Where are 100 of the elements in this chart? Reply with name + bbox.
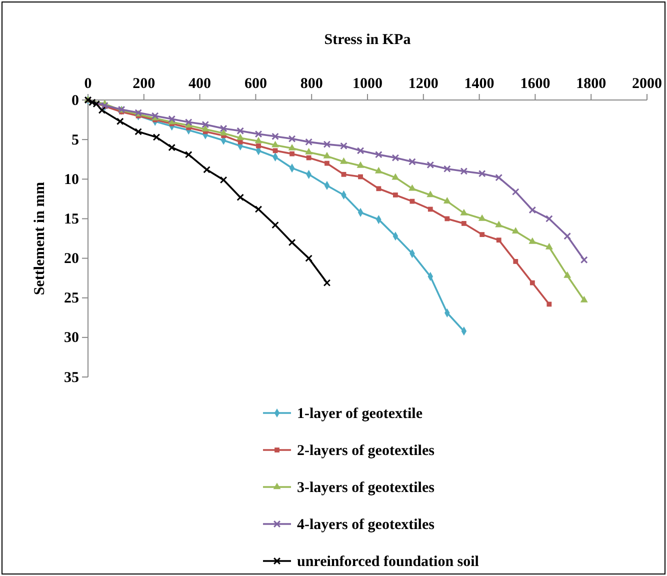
point — [306, 155, 312, 160]
point — [305, 148, 313, 154]
point — [202, 120, 210, 128]
point — [392, 173, 400, 180]
point — [356, 146, 364, 154]
point — [495, 220, 503, 228]
point — [254, 206, 262, 213]
point — [272, 140, 279, 148]
point — [356, 161, 364, 168]
point — [580, 296, 588, 302]
x-tick-label: 0 — [84, 76, 92, 92]
legend-label: 2-layers of geotextiles — [297, 443, 435, 459]
x-tick-label: 2000 — [632, 76, 662, 92]
point — [272, 132, 279, 140]
point — [564, 232, 572, 240]
point — [443, 165, 451, 173]
x-tick-label: 200 — [132, 76, 156, 92]
point — [408, 184, 416, 191]
y-tick-label: 35 — [64, 370, 79, 386]
point — [528, 237, 536, 244]
point — [408, 158, 416, 166]
point — [272, 148, 278, 154]
legend-label: unreinforced foundation soil — [297, 554, 479, 570]
point — [236, 127, 244, 135]
point — [202, 124, 210, 132]
y-tick-label: 0 — [72, 92, 79, 109]
point — [340, 142, 348, 150]
x-tick-label: 600 — [244, 76, 267, 92]
point — [184, 150, 192, 158]
point — [340, 157, 348, 164]
point — [92, 100, 100, 108]
point — [428, 206, 433, 212]
point — [220, 176, 228, 184]
point — [168, 144, 176, 152]
x-tick-label: 800 — [300, 76, 323, 92]
point — [580, 256, 588, 264]
point — [134, 128, 142, 136]
y-tick-label: 15 — [64, 212, 79, 228]
point — [426, 161, 434, 169]
legend-label: 3-layers of geotextiles — [297, 480, 435, 496]
y-tick-label: 30 — [64, 330, 79, 346]
point — [528, 206, 536, 214]
x-axis-title: Stress in KPa — [324, 32, 412, 48]
point — [410, 198, 415, 204]
point — [184, 118, 192, 126]
point — [220, 124, 228, 132]
point — [256, 143, 261, 148]
point — [480, 232, 485, 237]
point — [564, 271, 572, 278]
x-tick-label: 1200 — [408, 76, 438, 92]
point — [341, 172, 346, 177]
point — [288, 238, 296, 246]
x-tick-label: 1000 — [352, 76, 382, 92]
point — [323, 152, 331, 158]
point — [358, 174, 363, 180]
point — [288, 135, 296, 142]
point — [496, 238, 502, 243]
point — [323, 140, 331, 148]
point — [392, 154, 400, 162]
point — [288, 144, 296, 150]
x-tick-label: 400 — [188, 76, 212, 92]
point — [443, 197, 451, 204]
point — [460, 168, 468, 175]
point — [512, 227, 520, 234]
point — [374, 166, 382, 174]
point — [393, 192, 398, 198]
point — [426, 190, 434, 198]
legend-label: 4-layers of geotextiles — [297, 517, 435, 533]
point — [478, 170, 486, 178]
point — [376, 186, 382, 192]
point — [461, 221, 466, 226]
point — [444, 216, 450, 222]
point — [168, 115, 176, 123]
point — [203, 166, 210, 174]
y-tick-label: 20 — [64, 251, 79, 268]
point — [254, 136, 262, 144]
point — [546, 215, 553, 222]
point — [460, 208, 468, 216]
point — [513, 259, 518, 264]
y-tick-label: 25 — [64, 290, 79, 307]
point — [236, 194, 244, 202]
point — [236, 134, 244, 140]
point — [530, 280, 535, 286]
point — [116, 118, 124, 126]
point — [305, 254, 312, 262]
point — [290, 151, 294, 156]
legend-label: 1-layer of geotextile — [297, 406, 423, 422]
point — [220, 128, 228, 136]
x-tick-label: 1400 — [464, 76, 494, 92]
x-tick-label: 1600 — [520, 76, 550, 92]
point — [546, 302, 552, 307]
point — [254, 130, 262, 138]
y-tick-label: 10 — [64, 172, 79, 188]
y-axis-title: Settlement in mm — [32, 181, 48, 296]
point — [98, 106, 106, 114]
point — [375, 150, 382, 158]
point — [152, 134, 160, 141]
point — [272, 221, 279, 229]
x-tick-label: 1800 — [576, 76, 606, 92]
y-tick-label: 5 — [72, 132, 79, 148]
